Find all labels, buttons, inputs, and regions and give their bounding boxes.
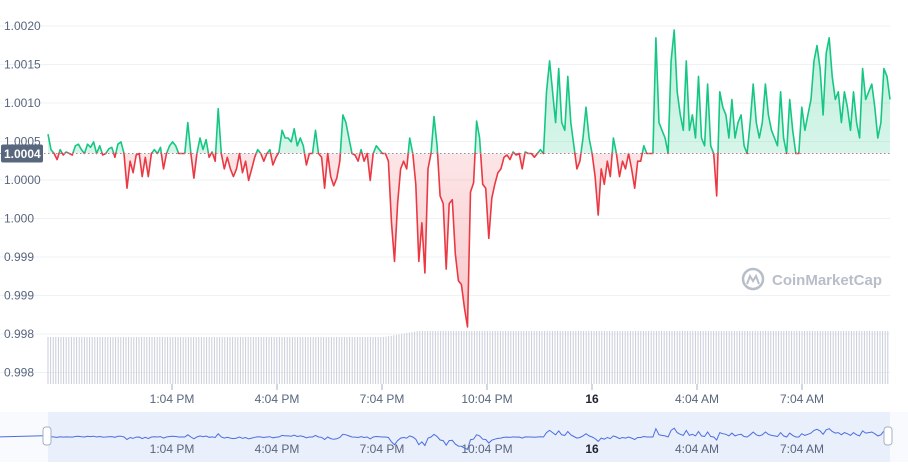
y-tick-label: 1.0000 — [4, 173, 41, 187]
coinmarketcap-logo-icon — [741, 267, 765, 291]
y-tick-label: 1.0015 — [4, 58, 41, 72]
navigator-handle-left — [42, 426, 52, 446]
navigator-tick-label: 7:04 AM — [780, 442, 824, 456]
x-tick-label: 1:04 PM — [150, 392, 195, 406]
coinmarketcap-watermark: CoinMarketCap — [741, 267, 882, 291]
x-tick-label: 4:04 AM — [675, 392, 719, 406]
navigator-selection — [48, 412, 890, 462]
y-tick-label: 0.999 — [4, 289, 34, 303]
baseline-marker: 1.0004 — [0, 144, 890, 163]
navigator-tick-label: 10:04 PM — [461, 442, 512, 456]
y-tick-label: 0.998 — [4, 366, 34, 380]
navigator-tick-label: 7:04 PM — [360, 442, 405, 456]
y-axis-ticks: 1.0020 1.0015 1.0010 1.0005 1.0000 1.000 0.999… — [4, 19, 41, 380]
x-tick-label: 16 — [585, 392, 599, 406]
navigator-handle-right — [883, 426, 893, 446]
navigator[interactable]: 1:04 PM 4:04 PM 7:04 PM 10:04 PM 16 4:04 AM 7:… — [0, 412, 908, 462]
x-tick-label: 4:04 PM — [255, 392, 300, 406]
x-tick-label: 7:04 PM — [360, 392, 405, 406]
y-tick-label: 1.0020 — [4, 19, 41, 33]
volume-bars — [47, 331, 889, 384]
y-tick-label: 0.998 — [4, 327, 34, 341]
y-tick-label: 1.0010 — [4, 96, 41, 110]
navigator-tick-label: 1:04 PM — [150, 442, 195, 456]
x-axis-ticks: 1:04 PM 4:04 PM 7:04 PM 10:04 PM 16 4:04 AM 7:… — [150, 384, 824, 406]
x-tick-label: 10:04 PM — [461, 392, 512, 406]
navigator-series-line — [0, 427, 891, 451]
baseline-label-box — [1, 144, 43, 163]
series-line-down — [52, 152, 800, 328]
navigator-tick-label: 4:04 PM — [255, 442, 300, 456]
watermark-text: CoinMarketCap — [772, 272, 882, 289]
navigator-tick-label: 16 — [585, 442, 599, 456]
baseline-label: 1.0004 — [4, 147, 41, 161]
y-tick-label: 0.999 — [4, 250, 34, 264]
navigator-tick-label: 4:04 AM — [675, 442, 719, 456]
price-lines — [47, 29, 891, 328]
area-above-baseline — [48, 30, 890, 153]
coinmarketcap-logo-mark — [746, 273, 760, 285]
y-tick-label: 1.000 — [4, 212, 34, 226]
series-line-up — [47, 29, 891, 153]
x-tick-label: 7:04 AM — [780, 392, 824, 406]
y-tick-label: 1.0005 — [4, 135, 41, 149]
